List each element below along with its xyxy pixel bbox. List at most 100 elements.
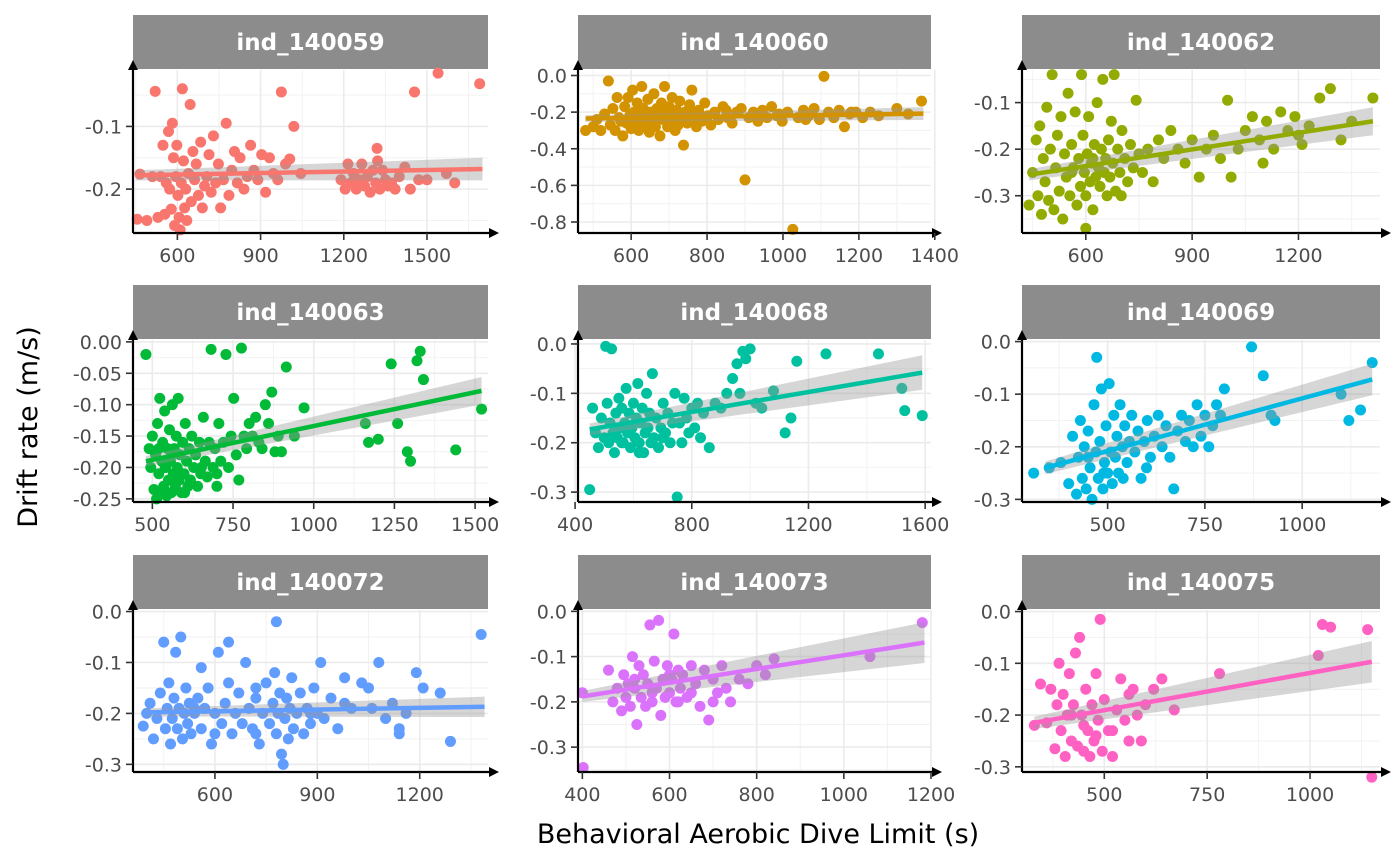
data-point xyxy=(1055,725,1067,737)
y-axis-arrow xyxy=(573,600,583,610)
data-point xyxy=(1102,134,1114,146)
data-point xyxy=(1156,673,1168,685)
data-point xyxy=(410,667,422,679)
data-point xyxy=(664,669,676,681)
x-tick-label: 600 xyxy=(1068,245,1104,267)
confidence-band xyxy=(1045,363,1373,475)
data-point xyxy=(655,709,667,721)
data-point xyxy=(620,691,632,703)
y-tick-label: -0.25 xyxy=(73,489,122,511)
x-tick-label: 750 xyxy=(1189,784,1225,806)
data-point xyxy=(720,104,732,116)
data-point xyxy=(192,480,204,492)
data-point xyxy=(1063,478,1075,490)
data-point xyxy=(197,411,209,423)
y-tick-label: -0.20 xyxy=(73,457,122,479)
data-point xyxy=(182,718,194,730)
data-point xyxy=(199,455,211,467)
data-point xyxy=(172,189,184,201)
data-point xyxy=(193,436,205,448)
y-tick-label: -0.1 xyxy=(974,93,1011,115)
data-point xyxy=(705,119,717,131)
data-point xyxy=(233,474,245,486)
y-tick-label: -0.3 xyxy=(974,186,1011,208)
data-point xyxy=(217,174,229,186)
data-point xyxy=(752,115,764,127)
data-point xyxy=(236,718,248,730)
data-point xyxy=(181,214,193,226)
fit-line xyxy=(1028,119,1374,178)
data-point xyxy=(206,738,218,750)
y-axis-arrow xyxy=(1017,330,1027,340)
y-axis-arrow xyxy=(128,60,138,70)
data-point xyxy=(176,733,188,745)
data-point xyxy=(625,442,637,454)
x-tick-label: 600 xyxy=(613,245,649,267)
data-point xyxy=(768,653,780,665)
data-point xyxy=(916,410,928,422)
data-point xyxy=(1324,83,1336,95)
data-point xyxy=(219,697,231,709)
x-tick-label: 1000 xyxy=(759,245,807,267)
data-point xyxy=(1074,414,1086,426)
data-point xyxy=(1092,714,1104,726)
y-tick-label: -0.05 xyxy=(73,363,122,385)
data-point xyxy=(626,422,638,434)
data-point xyxy=(1343,414,1355,426)
y-tick-label: 0.0 xyxy=(981,332,1011,354)
data-point xyxy=(1107,750,1119,762)
y-tick-label: -0.3 xyxy=(974,489,1011,511)
data-point xyxy=(1117,472,1129,484)
data-point xyxy=(141,214,153,226)
data-point xyxy=(684,99,696,111)
data-point xyxy=(1123,688,1135,700)
data-point xyxy=(703,442,715,454)
data-point xyxy=(1066,139,1078,151)
panel-ind_140062: ind_140062 600 900 1200 -0.3 -0.2 -0.1 xyxy=(974,15,1391,267)
data-point xyxy=(318,713,330,725)
x-tick-label: 750 xyxy=(215,514,251,536)
x-tick-label: 1000 xyxy=(820,784,868,806)
data-point xyxy=(308,682,320,694)
data-point xyxy=(475,628,487,640)
data-point xyxy=(733,673,745,685)
data-point xyxy=(279,713,291,725)
data-point xyxy=(1086,493,1098,505)
data-point xyxy=(721,387,733,399)
data-point xyxy=(363,436,375,448)
data-point xyxy=(1034,120,1046,132)
data-point xyxy=(1090,730,1102,742)
data-point xyxy=(1073,152,1085,164)
data-point xyxy=(631,718,643,730)
data-point xyxy=(657,432,669,444)
data-point xyxy=(791,355,803,367)
data-point xyxy=(1257,370,1269,382)
data-point xyxy=(245,139,257,151)
x-tick-label: 900 xyxy=(242,245,278,267)
x-tick-label: 1000 xyxy=(1278,514,1326,536)
data-point xyxy=(220,117,232,129)
data-point xyxy=(1179,436,1191,448)
data-point xyxy=(609,124,621,136)
data-point xyxy=(1069,647,1081,659)
data-point xyxy=(1314,92,1326,104)
data-point xyxy=(476,403,488,415)
data-point xyxy=(818,70,830,82)
panel-ind_140072: ind_140072 600 900 1200 -0.3 -0.2 -0.1 0.0 xyxy=(85,555,499,806)
data-point xyxy=(393,171,405,183)
data-point xyxy=(1078,441,1090,453)
data-point xyxy=(215,455,227,467)
x-tick-label: 500 xyxy=(1089,514,1125,536)
data-point xyxy=(1164,451,1176,463)
data-point xyxy=(1074,180,1086,192)
data-point xyxy=(167,152,179,164)
strip-title: ind_140072 xyxy=(236,570,384,596)
data-point xyxy=(325,692,337,704)
data-point xyxy=(1090,668,1102,680)
data-point xyxy=(417,374,429,386)
data-point xyxy=(1071,199,1083,211)
data-point xyxy=(916,95,928,107)
data-point xyxy=(616,705,628,717)
confidence-band xyxy=(1029,107,1373,181)
